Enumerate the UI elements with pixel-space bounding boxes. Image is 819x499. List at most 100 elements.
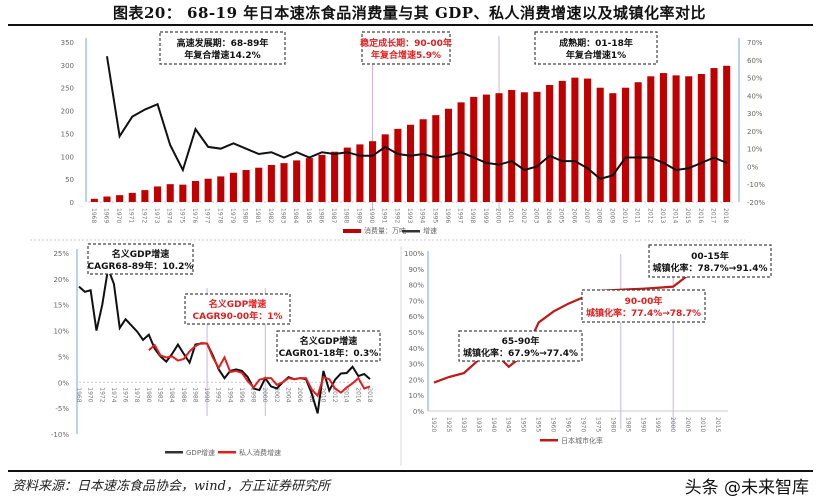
source-note: 资料来源：日本速冻食品协会，wind，方正证券研究所 [12,479,330,494]
svg-text:90%: 90% [408,266,424,274]
svg-text:1997: 1997 [457,208,464,223]
svg-text:1969: 1969 [102,208,109,223]
svg-text:1940: 1940 [490,417,497,432]
svg-text:1950: 1950 [520,417,527,432]
annotation-urban-65-90 [458,330,583,362]
bar-1968 [90,198,98,202]
svg-text:1993: 1993 [406,208,413,223]
bar-2012 [647,76,655,202]
svg-text:300: 300 [61,62,74,70]
legend-bar-swatch [343,229,361,233]
svg-text:1987: 1987 [330,208,337,223]
svg-text:80%: 80% [408,282,424,290]
svg-text:2016: 2016 [697,208,704,223]
svg-text:1980: 1980 [609,417,616,432]
svg-text:1935: 1935 [475,417,482,432]
svg-text:1983: 1983 [280,208,287,223]
bar-2014 [672,75,680,202]
svg-text:1981: 1981 [254,208,261,223]
figure-title: 图表20： 68-19 年日本速冻食品消费量与其 GDP、私人消费增速以及城镇化… [112,4,707,22]
bar-1989 [356,144,364,202]
annotation-urban-90-00 [581,289,706,323]
svg-text:1965: 1965 [565,417,572,432]
svg-text:20%: 20% [747,128,763,136]
bar-1970 [116,195,124,202]
svg-text:年复合增速5.9%: 年复合增速5.9% [371,49,441,61]
bar-2016 [697,74,705,202]
svg-text:40%: 40% [747,92,763,100]
svg-text:15%: 15% [53,302,69,310]
svg-text:2014: 2014 [343,387,350,402]
bar-1978 [217,176,225,202]
svg-text:0: 0 [70,199,74,207]
svg-text:65-90年: 65-90年 [502,335,540,347]
svg-text:1984: 1984 [292,208,299,223]
svg-text:1998: 1998 [469,208,476,223]
bar-2005 [558,80,566,202]
svg-text:1990: 1990 [368,208,375,223]
svg-text:1982: 1982 [267,208,274,223]
bar-2017 [710,68,718,202]
svg-text:100: 100 [61,153,74,161]
svg-text:2002: 2002 [273,387,280,402]
svg-text:名义GDP增速: 名义GDP增速 [209,298,266,310]
svg-text:日本城市化率: 日本城市化率 [561,436,603,445]
annotation-mature [534,31,658,65]
bar-1975 [179,184,187,202]
bar-1998 [470,96,478,202]
svg-text:2009: 2009 [608,208,615,223]
svg-text:2017: 2017 [710,208,717,223]
svg-text:1996: 1996 [444,208,451,223]
svg-text:1992: 1992 [393,208,400,223]
urbanization-line [433,265,719,384]
svg-text:1976: 1976 [122,387,129,402]
svg-text:1968: 1968 [90,208,97,223]
bar-1981 [255,167,263,202]
bar-2018 [723,65,731,202]
svg-text:1960: 1960 [550,417,557,432]
consumption-bar-line-chart: 0 50 100 150 200 250 300 350 -20% -10% 0% 10% 20% 30%… [61,31,765,235]
svg-text:1980: 1980 [242,208,249,223]
svg-text:2018: 2018 [722,208,729,223]
bar-2001 [508,90,516,202]
bar-1988 [343,147,351,202]
bar-1974 [166,184,174,202]
svg-text:2002: 2002 [520,208,527,223]
svg-text:10%: 10% [747,146,763,154]
gdp-growth-line-chart: -10% -5% 0% 5% 10% 15% 20% 25% 1968 1970 1972 1974 1… [30,239,400,457]
bar-1993 [406,124,415,202]
svg-text:2012: 2012 [331,387,338,402]
svg-text:1920: 1920 [430,417,437,432]
bar-2003 [533,91,541,202]
svg-text:5%: 5% [58,353,69,361]
bar-2002 [520,92,528,202]
consumption-growth-line [148,341,371,398]
bar-2006 [571,77,579,202]
svg-text:2008: 2008 [596,208,603,223]
bar-1984 [293,160,301,202]
svg-text:高速发展期：68-89年: 高速发展期：68-89年 [177,37,269,49]
svg-text:CAGR01-18年：0.3%: CAGR01-18年：0.3% [279,347,379,359]
bar-1985 [305,158,313,202]
bar-1991 [381,134,389,202]
svg-text:0%: 0% [413,408,424,416]
svg-text:30%: 30% [408,361,424,369]
svg-text:350: 350 [61,39,74,47]
annotation-high-growth [159,31,286,65]
annotation-gdp-68-89 [87,243,194,275]
svg-text:1989: 1989 [355,208,362,223]
svg-text:1974: 1974 [110,387,117,402]
svg-text:2010: 2010 [319,387,326,402]
svg-text:60%: 60% [408,313,424,321]
svg-text:2016: 2016 [354,387,361,402]
svg-text:2000: 2000 [669,417,676,432]
bar-2008 [596,87,604,202]
svg-text:2011: 2011 [634,208,641,223]
svg-text:2012: 2012 [646,208,653,223]
svg-text:名义GDP增速: 名义GDP增速 [112,248,169,260]
svg-text:40%: 40% [408,345,424,353]
bar-1973 [154,186,162,202]
svg-text:2007: 2007 [583,208,590,223]
svg-text:100%: 100% [404,250,424,258]
svg-text:1977: 1977 [204,208,211,223]
